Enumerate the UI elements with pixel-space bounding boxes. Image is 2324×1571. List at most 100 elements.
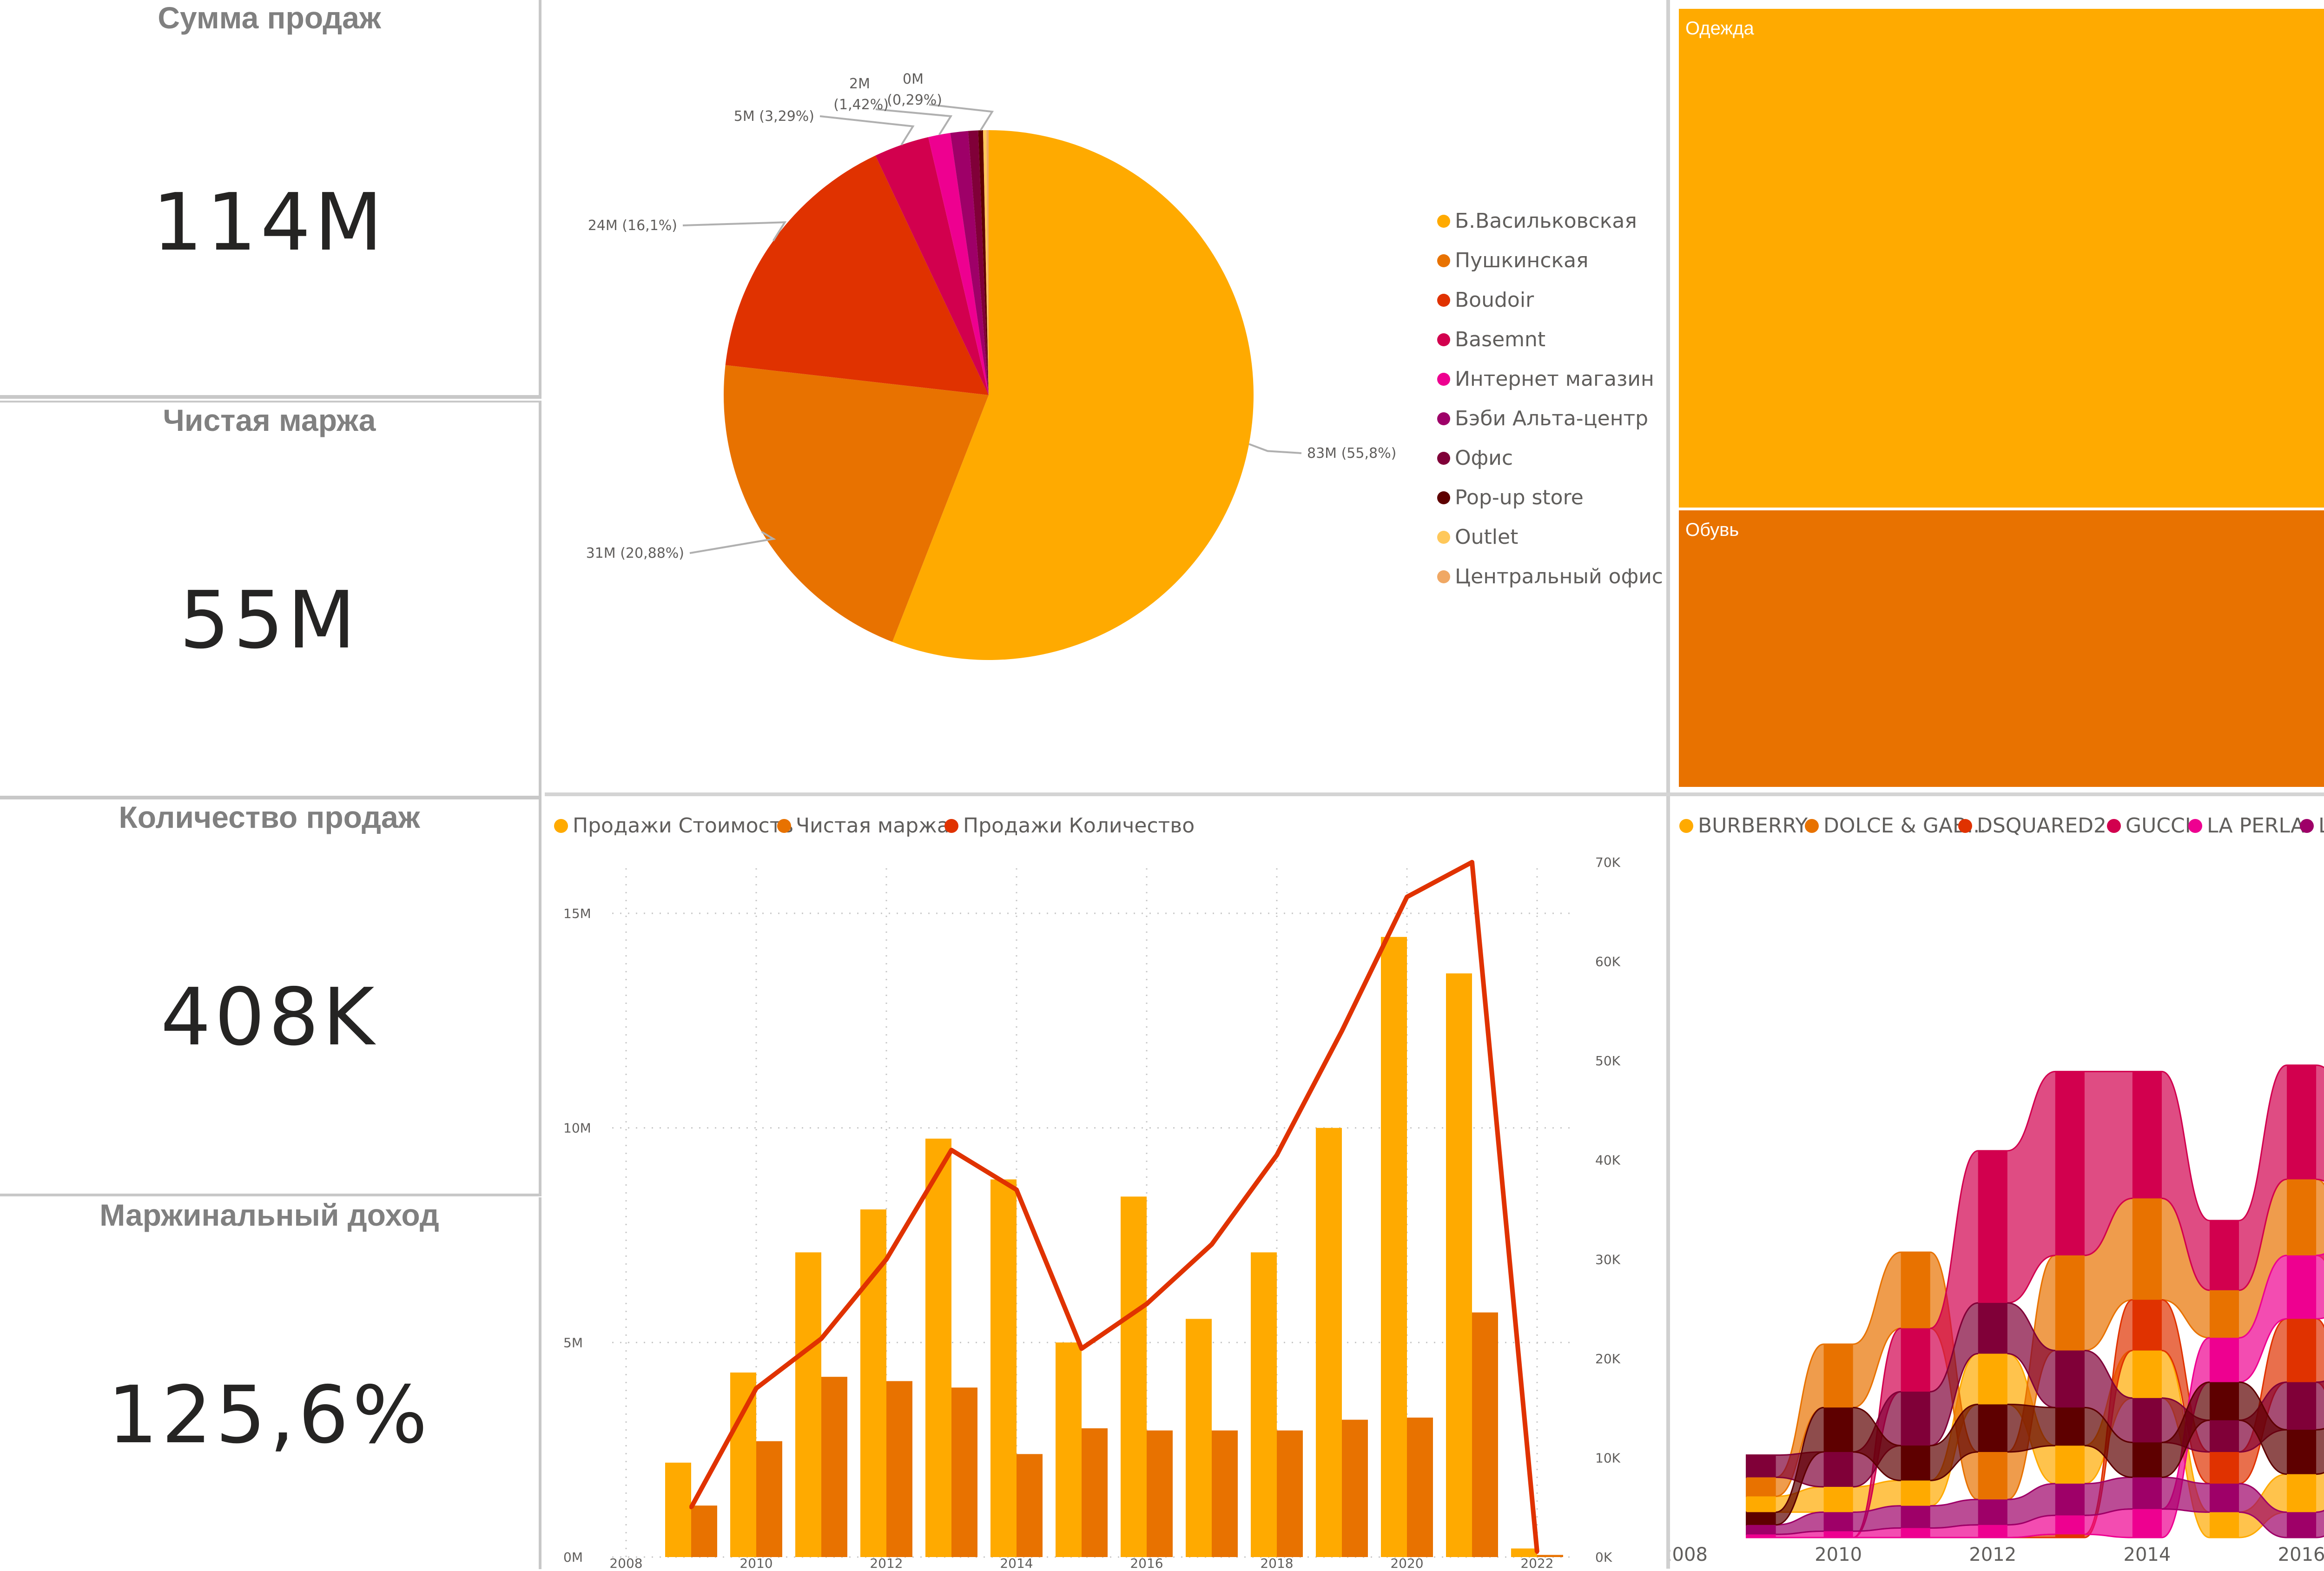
bar-net-margin[interactable] [1212,1430,1238,1557]
line-point[interactable] [1470,860,1474,864]
pie-legend-item[interactable]: Бэби Альта-центр [1437,407,1648,430]
ribbon-column-segment[interactable] [2055,1255,2085,1351]
ribbon-column-segment[interactable] [2287,1255,2317,1319]
treemap-tile[interactable]: Одежда [1677,7,2324,509]
ribbon-column-segment[interactable] [2209,1290,2239,1338]
ribbon-column-segment[interactable] [1978,1525,2007,1538]
ribbon-column-segment[interactable] [1746,1496,1776,1512]
kpi-card-sales-sum[interactable]: Сумма продаж 114M [0,0,541,396]
pie-legend-item[interactable]: Pop-up store [1437,486,1584,509]
pie-chart[interactable]: 83M (55,8%) 31M (20,88%) 24M (16,1%) 5M (3,… [545,0,1666,792]
ribbon-column-segment[interactable] [2209,1382,2239,1420]
kpi-card-marginal-income[interactable]: Маржинальный доход 125,6% [0,1197,541,1569]
pie-slice[interactable] [875,137,989,396]
ribbon-column-segment[interactable] [1978,1404,2007,1452]
ribbon-column-segment[interactable] [2055,1350,2085,1408]
ribbon-column-segment[interactable] [2287,1382,2317,1430]
ribbon-column-segment[interactable] [1746,1525,1776,1535]
bar-sales-value[interactable] [1316,1128,1342,1557]
bar-sales-value[interactable] [1056,1342,1082,1557]
line-point[interactable] [1145,1302,1149,1306]
bar-sales-value[interactable] [730,1372,756,1557]
treemap[interactable]: ОдеждаОбувьТовары д/новорожде...Аксессуа… [1677,7,2324,788]
ribbon-column-segment[interactable] [1901,1328,1930,1392]
pie-chart-panel[interactable]: 83M (55,8%) 31M (20,88%) 24M (16,1%) 5M (3,… [545,0,1666,792]
ribbon-column-segment[interactable] [1746,1534,1776,1538]
ribbon-column-segment[interactable] [2132,1442,2162,1478]
combo-legend-item[interactable]: Продажи Количество [944,814,1195,838]
ribbon-column-segment[interactable] [2209,1220,2239,1290]
ribbon-column-segment[interactable] [2209,1512,2239,1538]
ribbon-column-segment[interactable] [1823,1531,1853,1538]
pie-slice[interactable] [950,131,989,395]
line-point[interactable] [1535,1550,1539,1554]
ribbon-column-segment[interactable] [1901,1505,1930,1528]
ribbon-column-segment[interactable] [2055,1407,2085,1446]
ribbon-column-segment[interactable] [1746,1477,1776,1497]
ribbon-column-segment[interactable] [1978,1353,2007,1405]
bar-sales-value[interactable] [665,1462,691,1557]
ribbon-column-segment[interactable] [1978,1150,2007,1303]
bar-sales-value[interactable] [1251,1252,1277,1557]
ribbon-column-segment[interactable] [1978,1452,2007,1500]
bar-net-margin[interactable] [821,1377,847,1557]
ribbon-column-segment[interactable] [2055,1484,2085,1516]
line-point[interactable] [950,1148,953,1152]
ribbon-column-segment[interactable] [1978,1303,2007,1354]
bar-net-margin[interactable] [886,1381,912,1557]
line-point[interactable] [754,1386,758,1390]
ribbon-column-segment[interactable] [2132,1350,2162,1398]
ribbon-column-segment[interactable] [2209,1420,2239,1452]
ribbon-column-segment[interactable] [1746,1455,1776,1478]
kpi-card-sales-count[interactable]: Количество продаж 408K [0,799,541,1195]
ribbon-column-segment[interactable] [1823,1512,1853,1531]
treemap-tile[interactable]: Обувь [1677,508,2324,788]
line-point[interactable] [1340,1029,1344,1033]
pie-legend-item[interactable]: Центральный офис [1437,565,1663,588]
pie-legend-item[interactable]: Basemnt [1437,328,1545,351]
bar-sales-value[interactable] [925,1138,951,1557]
combo-legend-item[interactable]: Продажи Стоимость [554,814,793,838]
line-point[interactable] [1405,895,1409,899]
pie-slice[interactable] [968,130,989,395]
ribbon-column-segment[interactable] [2287,1512,2317,1538]
ribbon-column-segment[interactable] [1978,1499,2007,1525]
line-point[interactable] [1080,1347,1083,1351]
line-point[interactable] [819,1337,823,1341]
bar-net-margin[interactable] [1472,1312,1498,1557]
ribbon-column-segment[interactable] [2132,1300,2162,1351]
ribbon-column-segment[interactable] [2132,1477,2162,1509]
bar-sales-value[interactable] [1381,937,1407,1557]
ribbon-column-segment[interactable] [2055,1515,2085,1535]
bar-net-margin[interactable] [691,1505,717,1557]
line-point[interactable] [1275,1153,1279,1157]
ribbon-legend-item[interactable]: LA PERLA [2188,814,2304,838]
ribbon-legend-item[interactable]: DOLCE & GAB... [1805,814,1986,838]
ribbon-column-segment[interactable] [2209,1484,2239,1512]
bar-sales-value[interactable] [1186,1319,1212,1557]
combo-chart[interactable]: 0M 5M 10M 15M 0K 10K 20K 30K 40K 50K 60K 70K 2008 201… [545,796,1666,1571]
ribbon-column-segment[interactable] [1901,1392,1930,1446]
ribbon-column-segment[interactable] [1901,1252,1930,1328]
ribbon-column-segment[interactable] [1901,1480,1930,1506]
bar-sales-value[interactable] [1511,1548,1537,1557]
ribbon-chart-panel[interactable]: BURBERRY DOLCE & GAB... DSQUARED2 GUCCI LA P… [1660,796,2324,1569]
ribbon-legend-item[interactable]: BURBERRY [1679,814,1808,838]
pie-legend-item[interactable]: Boudoir [1437,288,1534,312]
bar-net-margin[interactable] [1407,1417,1433,1557]
ribbon-column-segment[interactable] [2132,1071,2162,1199]
ribbon-legend-item[interactable]: DSQUARED2 [1958,814,2106,838]
ribbon-column-segment[interactable] [1901,1528,1930,1538]
ribbon-column-segment[interactable] [1823,1452,1853,1487]
pie-legend-item[interactable]: Пушкинская [1437,249,1589,272]
ribbon-column-segment[interactable] [2055,1534,2085,1538]
pie-slice[interactable] [724,365,989,642]
bar-sales-value[interactable] [795,1252,821,1557]
ribbon-column-segment[interactable] [2287,1474,2317,1512]
pie-legend-item[interactable]: Outlet [1437,525,1518,549]
line-point[interactable] [1015,1188,1018,1192]
bar-net-margin[interactable] [1147,1430,1173,1557]
pie-slice[interactable] [725,155,989,395]
treemap-panel[interactable]: ОдеждаОбувьТовары д/новорожде...Аксессуа… [1670,0,2324,792]
ribbon-column-segment[interactable] [2055,1446,2085,1484]
